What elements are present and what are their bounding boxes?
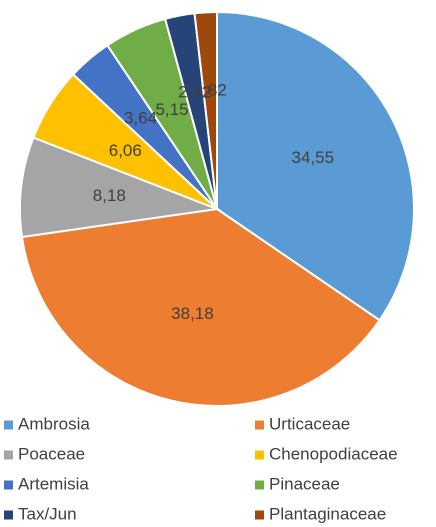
data-label: 38,18 — [171, 304, 214, 323]
legend-swatch — [255, 420, 264, 430]
data-label: 34,55 — [292, 148, 335, 167]
data-label: 5,15 — [155, 100, 188, 119]
legend-swatch — [255, 480, 264, 490]
legend-swatch — [4, 510, 13, 520]
legend-label: Urticaceae — [269, 414, 350, 433]
legend-label: Poaceae — [18, 444, 85, 463]
pie-slice — [20, 207, 381, 407]
legend-swatch — [255, 510, 264, 520]
data-label: 6,06 — [109, 141, 142, 160]
legend-swatch — [255, 450, 264, 460]
pie-slice — [19, 136, 221, 239]
legend-label: Artemisia — [18, 474, 89, 493]
legend-swatch — [4, 420, 13, 430]
data-label: 1,82 — [194, 80, 227, 99]
legend-label: Tax/Jun — [18, 504, 77, 523]
data-label: 8,18 — [93, 186, 126, 205]
legend-label: Ambrosia — [18, 414, 90, 433]
legend-label: Chenopodiaceae — [269, 444, 398, 463]
pie-slice — [193, 10, 218, 210]
data-label: 2,42 — [178, 82, 211, 101]
legend-swatch — [4, 450, 13, 460]
legend-swatch — [4, 480, 13, 490]
pie-slice — [216, 10, 415, 322]
legend-label: Pinaceae — [269, 474, 340, 493]
data-label: 3,64 — [124, 108, 157, 127]
legend-label: Plantaginaceae — [269, 504, 386, 523]
